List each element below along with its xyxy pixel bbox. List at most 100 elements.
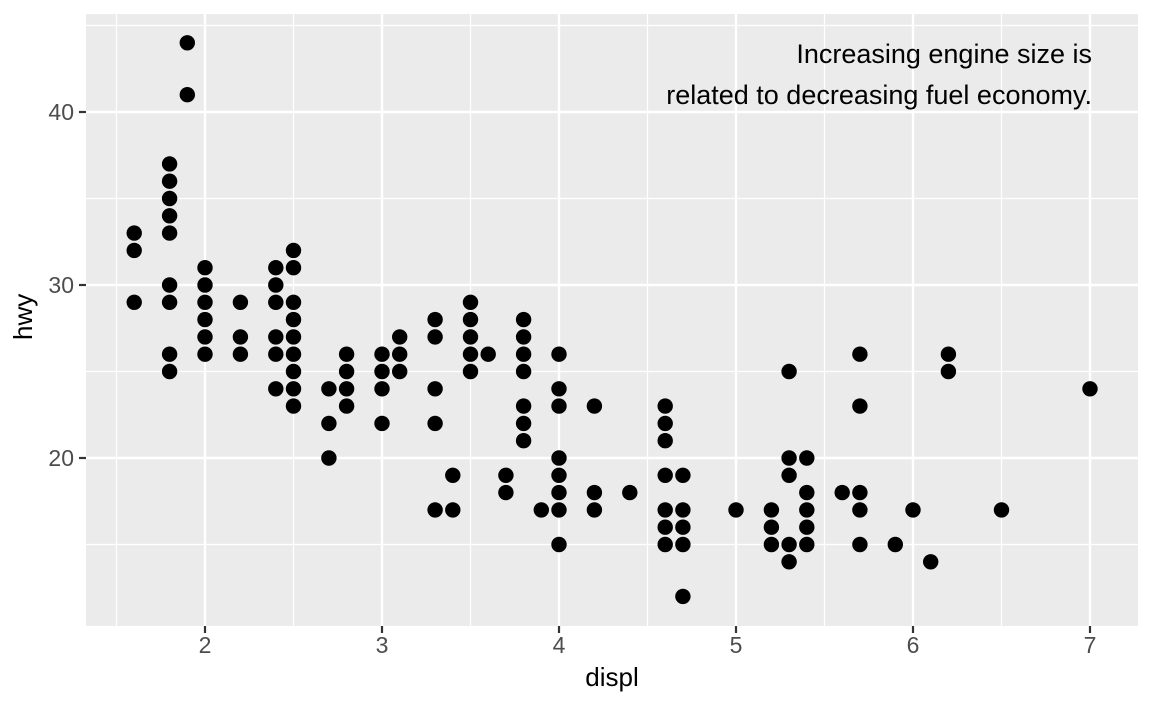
data-point [427,381,443,397]
y-tick-label: 20 [48,445,74,471]
data-point [622,484,638,501]
data-point [338,381,355,397]
data-point [586,502,603,518]
annotation-line-1: Increasing engine size is [796,39,1092,69]
data-point [905,502,921,518]
data-point [852,398,868,414]
data-point [852,536,868,553]
data-point [781,363,797,380]
data-point [657,519,673,535]
data-point [781,554,797,570]
data-point [799,519,815,535]
data-point [923,554,939,570]
data-point [657,415,673,432]
data-point [462,329,479,345]
data-point [657,502,673,518]
data-point [515,398,532,414]
data-point [445,502,461,518]
data-point [781,536,797,553]
data-point [657,433,673,449]
data-point [586,484,603,501]
data-point [675,519,691,535]
data-point [321,381,337,397]
data-point [161,294,178,310]
data-point [940,346,957,362]
data-point [268,329,284,345]
data-point [781,467,797,483]
data-point [197,311,213,328]
plot-panel [86,14,1138,626]
data-point [515,311,532,328]
data-point [551,398,567,414]
data-point [551,381,567,397]
data-point [515,415,532,432]
data-point [392,329,408,345]
data-point [445,467,461,483]
data-point [161,190,178,207]
data-point [321,415,337,432]
data-point [551,467,567,483]
data-point [161,346,178,362]
data-point [285,294,302,310]
data-point [268,381,284,397]
data-point [338,346,355,362]
data-point [268,260,284,276]
data-point [197,294,213,310]
data-point [197,346,213,362]
data-point [427,502,443,518]
data-point [993,502,1010,518]
y-tick-label: 30 [48,272,74,298]
data-point [285,398,302,414]
data-point [551,484,567,501]
x-axis-title: displ [585,662,639,692]
data-point [179,87,195,103]
data-point [392,346,408,362]
data-point [799,484,815,501]
data-point [285,363,302,380]
annotation-line-2: related to decreasing fuel economy. [666,80,1092,110]
x-tick-label: 2 [199,632,212,658]
data-point [940,363,957,380]
data-point [268,294,284,310]
data-point [126,294,142,310]
data-point [392,363,408,380]
data-point [161,173,178,189]
data-point [834,484,850,501]
data-point [126,242,142,259]
data-point [498,484,514,501]
data-point [285,329,302,345]
data-point [799,536,815,553]
data-point [268,277,284,293]
data-point [799,502,815,518]
data-point [763,502,780,518]
data-point [285,346,302,362]
data-point [657,536,673,553]
data-point [232,294,249,310]
data-point [852,502,868,518]
data-point [338,398,355,414]
data-point [480,346,496,362]
data-point [427,311,443,328]
data-point [1082,381,1098,397]
data-point [338,363,355,380]
data-point [763,536,780,553]
data-point [462,346,479,362]
data-point [197,277,213,293]
y-axis-title: hwy [8,293,38,340]
data-point [852,484,868,501]
x-tick-label: 7 [1084,632,1097,658]
x-tick-label: 4 [553,632,566,658]
data-point [799,450,815,466]
data-point [657,398,673,414]
data-point [374,346,390,362]
data-point [675,502,691,518]
data-point [551,450,567,466]
data-point [462,363,479,380]
data-point [126,225,142,241]
data-point [657,467,673,483]
data-point [551,502,567,518]
data-point [763,519,780,535]
data-point [161,156,178,172]
data-point [515,363,532,380]
